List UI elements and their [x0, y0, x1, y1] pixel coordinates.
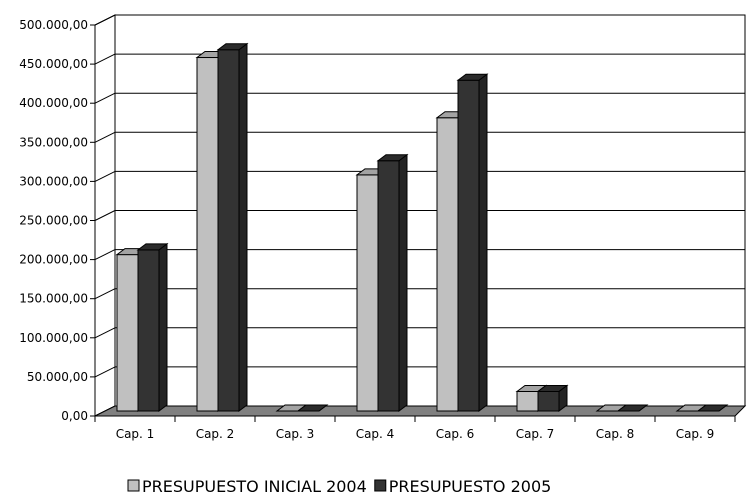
chart-floor [94, 405, 747, 417]
y-tick-label: 100.000,00 [19, 331, 88, 345]
x-tick-label: Cap. 8 [596, 427, 635, 441]
bar [456, 73, 489, 412]
bar-side [158, 242, 168, 412]
gridline-side [94, 288, 116, 300]
bars [115, 42, 729, 412]
bar [536, 384, 569, 412]
gridline-side [94, 210, 116, 221]
x-tick-label: Cap. 4 [356, 427, 395, 441]
gridline-side [94, 14, 116, 26]
gridline-side [94, 249, 116, 261]
legend-swatch [374, 479, 387, 492]
y-tick-label: 150.000,00 [19, 292, 88, 306]
bar-top [536, 384, 569, 392]
gridline-side [94, 92, 116, 104]
bar [136, 242, 169, 412]
bar-side [478, 73, 488, 412]
bar-top [136, 243, 169, 251]
y-tick-label: 350.000,00 [19, 135, 88, 149]
bar-front [516, 390, 539, 412]
chart-walls [94, 14, 746, 417]
bar-front [196, 57, 219, 412]
legend-label: PRESUPUESTO INICIAL 2004 [142, 477, 367, 496]
legend-item: PRESUPUESTO 2005 [374, 477, 552, 496]
legend-label: PRESUPUESTO 2005 [389, 477, 552, 496]
bar-top [456, 73, 489, 81]
legend: PRESUPUESTO INICIAL 2004 PRESUPUESTO 2005 [127, 477, 552, 496]
bar [376, 153, 409, 412]
y-axis-ticks: 0,00 50.000,00 100.000,00 150.000,00 200.000… [19, 18, 95, 423]
gridline-side [94, 366, 116, 378]
y-tick-label: 0,00 [61, 409, 88, 423]
bar-top [696, 404, 729, 412]
bar [616, 404, 649, 412]
y-tick-label: 300.000,00 [19, 174, 88, 188]
y-tick-label: 400.000,00 [19, 96, 88, 110]
bar-top [376, 154, 409, 162]
legend-item: PRESUPUESTO INICIAL 2004 [127, 477, 367, 496]
gridline-side [94, 327, 116, 339]
bar-front [116, 254, 139, 412]
x-tick-label: Cap. 7 [516, 427, 555, 441]
x-tick-label: Cap. 9 [676, 427, 715, 441]
y-tick-label: 200.000,00 [19, 253, 88, 267]
legend-swatch [127, 479, 140, 492]
bar-top [616, 404, 649, 412]
bar-top [296, 404, 329, 412]
gridline-side [94, 53, 116, 65]
floor [94, 405, 747, 417]
bar-front [377, 160, 400, 412]
bar [696, 404, 729, 412]
y-tick-label: 250.000,00 [19, 214, 88, 228]
y-tick-label: 50.000,00 [27, 370, 88, 384]
x-tick-label: Cap. 3 [276, 427, 315, 441]
x-axis-ticks: Cap. 1 Cap. 2 Cap. 3 Cap. 4 Cap. 6 Cap. 7 Cap.… [94, 416, 736, 441]
bar-side [398, 153, 408, 412]
bar-side [238, 42, 248, 412]
bar [216, 42, 249, 412]
bar-front [137, 249, 160, 412]
bar [296, 404, 329, 412]
bar-front [537, 390, 560, 412]
y-tick-label: 500.000,00 [19, 18, 88, 32]
x-tick-label: Cap. 2 [196, 427, 235, 441]
bar-front [217, 49, 240, 412]
bar-front [457, 79, 480, 412]
bar-front [356, 174, 379, 412]
x-tick-label: Cap. 1 [116, 427, 155, 441]
bar-front [436, 117, 459, 412]
x-tick-label: Cap. 6 [436, 427, 475, 441]
y-tick-label: 450.000,00 [19, 57, 88, 71]
gridline-side [94, 170, 116, 182]
gridline-side [94, 131, 116, 143]
bar-top [216, 43, 249, 51]
